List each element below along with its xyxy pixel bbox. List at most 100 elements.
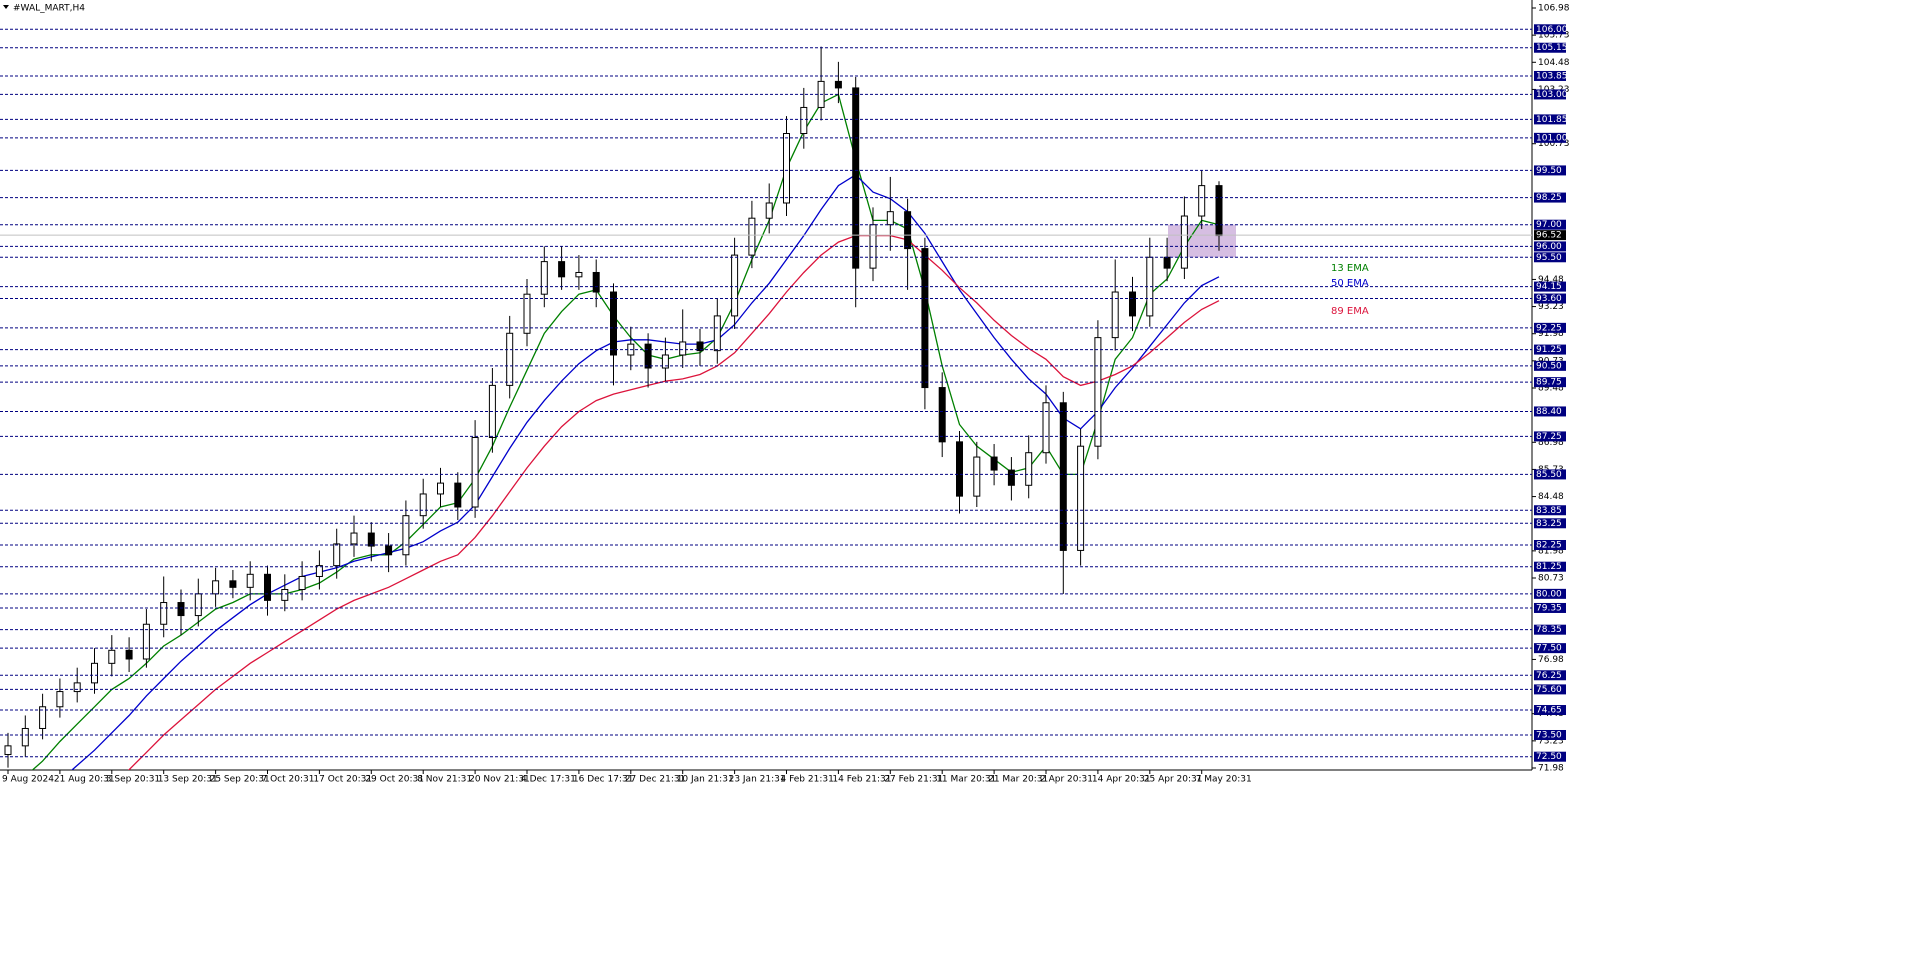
y-tick-label: 86.98	[1538, 438, 1564, 448]
x-tick-label: 27 Dec 21:31	[625, 775, 686, 785]
level-label-bg	[1534, 360, 1566, 371]
level-label-bg	[1534, 729, 1566, 740]
candle-body	[56, 691, 64, 708]
y-tick-label: 76.98	[1538, 655, 1564, 665]
level-label-bg	[1534, 643, 1566, 654]
candle-body	[39, 706, 47, 729]
candle-body	[592, 271, 600, 293]
candle-body	[212, 580, 220, 595]
x-tick-label: 14 Feb 21:31	[832, 775, 891, 785]
candle-body	[350, 532, 358, 545]
candle-body	[1042, 402, 1050, 454]
candle-body	[748, 217, 756, 256]
candle-body	[229, 580, 237, 588]
level-label-bg	[1534, 344, 1566, 355]
level-label: 95.50	[1536, 253, 1562, 263]
level-label: 99.50	[1536, 166, 1562, 176]
candle-body	[73, 682, 81, 693]
chart-title: #WAL_MART,H4	[13, 4, 85, 14]
candle-body	[610, 291, 617, 356]
level-label: 92.25	[1536, 323, 1562, 333]
candle-body	[973, 456, 981, 497]
level-label: 96.00	[1536, 242, 1562, 252]
candle-body	[1129, 291, 1136, 317]
candle-body	[419, 493, 427, 517]
y-tick-label: 91.98	[1538, 329, 1564, 339]
level-label-bg	[1534, 322, 1566, 333]
level-label: 73.50	[1536, 730, 1562, 740]
level-label: 88.40	[1536, 407, 1562, 417]
level-label: 77.50	[1536, 644, 1562, 654]
candle-body	[142, 623, 150, 660]
candle-body	[402, 515, 410, 556]
menu-triangle[interactable]	[3, 5, 9, 9]
level-label-bg	[1534, 252, 1566, 263]
y-tick-label: 81.98	[1538, 546, 1564, 556]
y-tick-label: 104.48	[1538, 58, 1570, 68]
candle-body	[1163, 256, 1171, 269]
level-label-bg	[1534, 505, 1566, 516]
level-label-bg	[1534, 518, 1566, 529]
candle-body	[298, 575, 306, 591]
level-label-bg	[1534, 219, 1566, 230]
level-label-bg	[1534, 70, 1566, 81]
level-label-bg	[1534, 281, 1566, 292]
candle-body	[644, 343, 652, 369]
y-tick-label: 106.98	[1538, 4, 1570, 14]
level-label: 97.00	[1536, 220, 1562, 230]
level-label-bg	[1534, 293, 1566, 304]
y-tick-label: 84.48	[1538, 492, 1564, 502]
candle-body	[765, 202, 773, 219]
level-label-bg	[1534, 241, 1566, 252]
y-tick-label: 89.48	[1538, 384, 1564, 394]
candle-body	[1025, 452, 1033, 486]
x-tick-label: 8 Nov 21:31	[417, 775, 472, 785]
y-tick-label: 71.98	[1538, 764, 1564, 774]
candle-body	[108, 649, 116, 664]
level-label-bg	[1534, 684, 1566, 695]
x-tick-label: 13 Sep 20:31	[158, 775, 218, 785]
candle-body	[921, 248, 929, 389]
level-label: 76.25	[1536, 671, 1562, 681]
level-label-bg	[1534, 624, 1566, 635]
candle-body	[315, 565, 323, 577]
candle-body	[367, 532, 375, 547]
candle-body	[800, 106, 808, 135]
x-tick-label: 20 Nov 21:31	[469, 775, 530, 785]
level-label-bg	[1534, 114, 1566, 125]
x-tick-label: 7 May 20:31	[1196, 775, 1252, 785]
level-label-bg	[1534, 192, 1566, 203]
candle-body	[1180, 215, 1188, 269]
x-tick-label: 25 Apr 20:31	[1144, 775, 1203, 785]
level-label-bg	[1534, 132, 1566, 143]
x-tick-label: 4 Feb 21:31	[781, 775, 834, 785]
legend-label: 89 EMA	[1331, 306, 1369, 317]
ema-line	[127, 234, 1220, 770]
y-tick-label: 73.23	[1538, 736, 1564, 746]
candle-body	[506, 332, 514, 386]
x-tick-label: 10 Jan 21:31	[677, 775, 734, 785]
candle-body	[540, 261, 548, 295]
candle-body	[281, 589, 289, 601]
level-label-bg	[1534, 751, 1566, 762]
y-tick-label: 94.48	[1538, 275, 1564, 285]
candle-body	[177, 602, 185, 617]
candle-body	[886, 211, 894, 226]
level-label: 91.25	[1536, 345, 1562, 355]
y-tick-label: 105.73	[1538, 31, 1570, 41]
x-tick-label: 7 Oct 20:31	[262, 775, 315, 785]
level-label-bg	[1534, 539, 1566, 550]
level-label: 90.50	[1536, 361, 1562, 371]
x-tick-label: 2 Apr 20:31	[1040, 775, 1093, 785]
candle-body	[1007, 469, 1015, 486]
candle-body	[661, 354, 669, 369]
x-tick-label: 25 Sep 20:31	[210, 775, 270, 785]
candle-body	[91, 662, 98, 684]
candle-body	[385, 545, 393, 556]
level-label: 72.50	[1536, 752, 1562, 762]
candle-body	[437, 482, 444, 495]
candle-body	[904, 211, 912, 250]
level-label-bg	[1534, 406, 1566, 417]
candle-body	[990, 456, 998, 471]
candle-body	[333, 543, 341, 567]
